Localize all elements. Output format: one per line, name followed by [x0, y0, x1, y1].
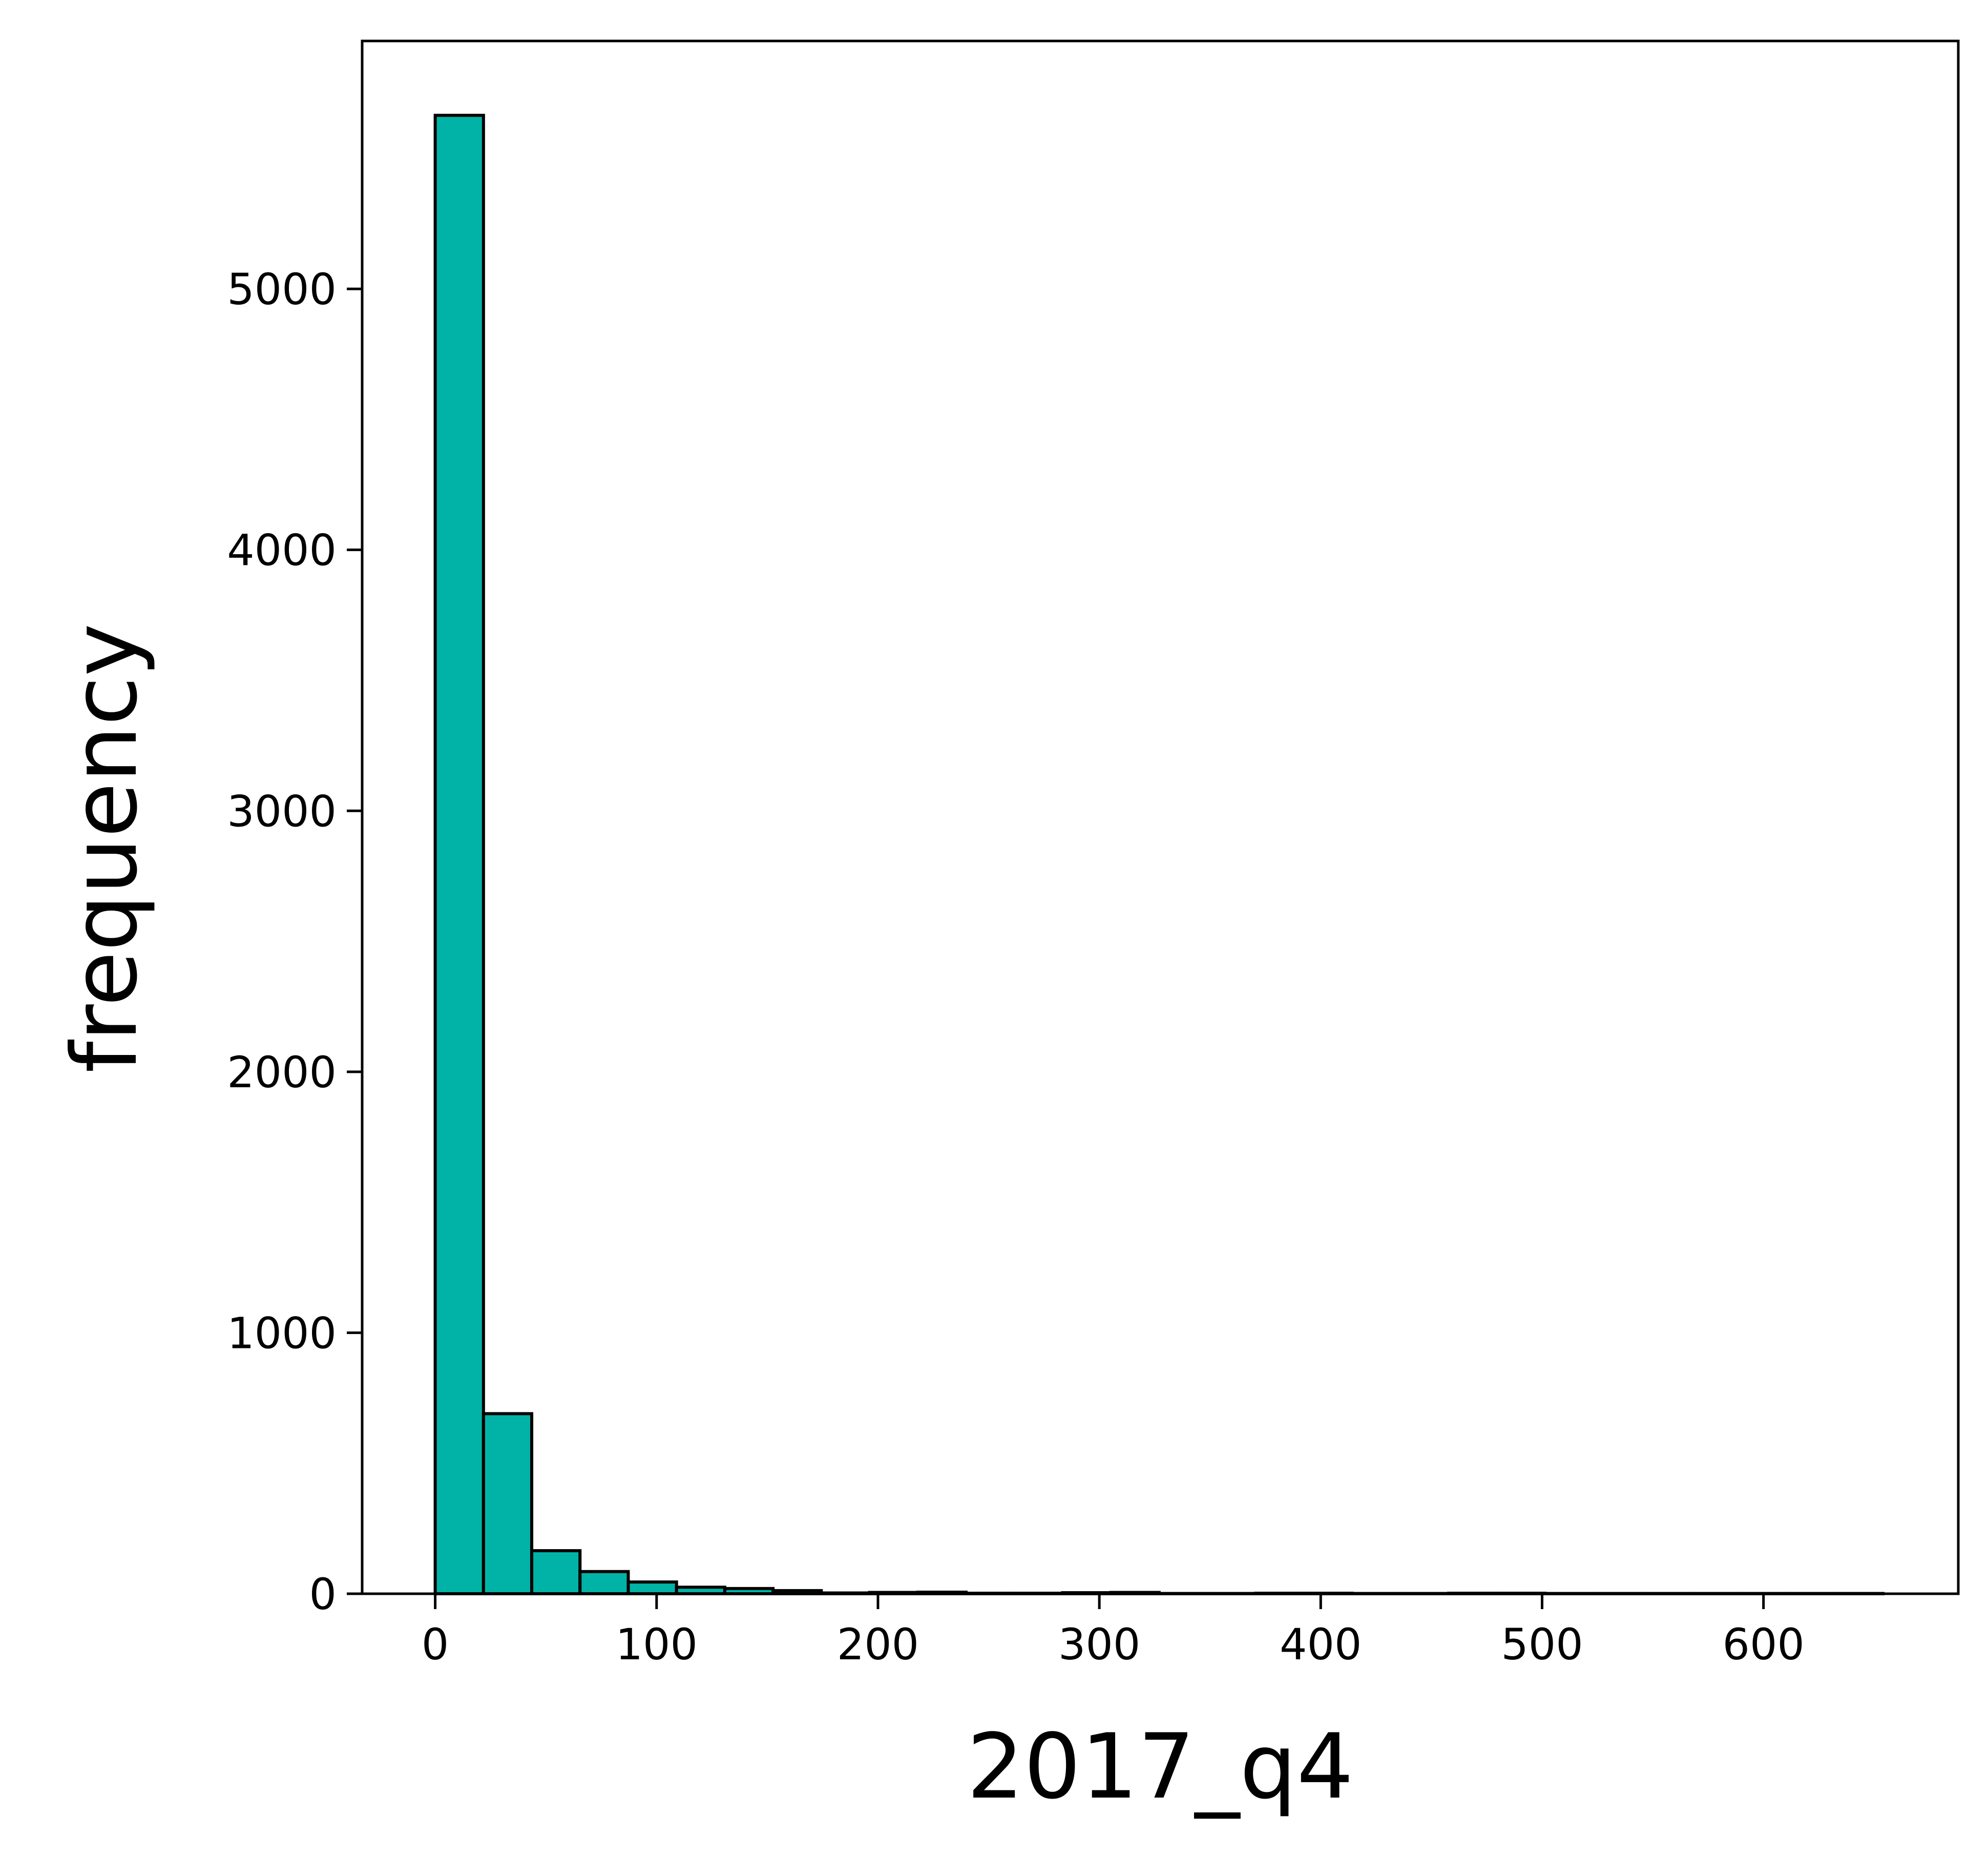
histogram-bar — [580, 1572, 628, 1594]
x-tick-label: 400 — [1280, 1619, 1362, 1670]
histogram-bar — [532, 1551, 580, 1594]
x-tick-label: 100 — [616, 1619, 698, 1670]
x-tick-label: 600 — [1723, 1619, 1805, 1670]
histogram-bar — [435, 115, 484, 1594]
x-tick-label: 200 — [837, 1619, 919, 1670]
histogram-bar — [628, 1582, 676, 1594]
y-tick-label: 2000 — [227, 1047, 337, 1097]
histogram-bar — [484, 1413, 532, 1594]
x-tick-label: 0 — [422, 1619, 449, 1670]
y-tick-label: 0 — [309, 1569, 337, 1619]
x-tick-label: 500 — [1501, 1619, 1583, 1670]
y-tick-label: 4000 — [227, 525, 337, 576]
y-tick-label: 5000 — [227, 264, 337, 314]
y-axis-label: frequency — [53, 623, 157, 1073]
y-tick-label: 3000 — [227, 786, 337, 836]
y-tick-label: 1000 — [227, 1308, 337, 1358]
x-axis-label: 2017_q4 — [967, 1715, 1353, 1819]
x-tick-label: 300 — [1058, 1619, 1140, 1670]
